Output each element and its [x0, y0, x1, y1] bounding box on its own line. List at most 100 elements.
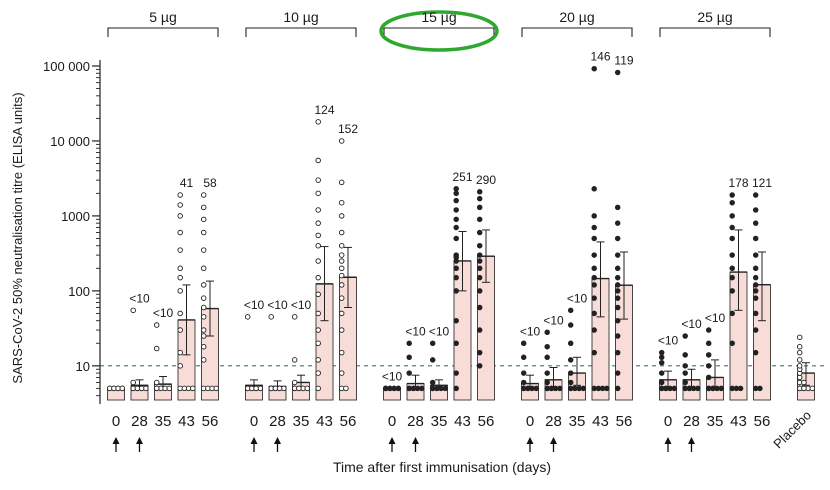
- data-point: [729, 265, 735, 272]
- data-point: [591, 252, 597, 258]
- x-tick-label: 56: [340, 413, 357, 430]
- data-point: [567, 322, 574, 328]
- value-label: <10: [658, 334, 679, 348]
- data-point: [268, 314, 274, 320]
- data-point: [338, 199, 345, 206]
- data-point: [796, 334, 803, 341]
- data-point: [801, 385, 807, 392]
- data-point: [200, 229, 207, 236]
- x-tick-label: 0: [250, 413, 258, 430]
- value-label: 41: [180, 176, 194, 190]
- data-point: [315, 177, 321, 183]
- data-point: [153, 322, 160, 328]
- data-point: [682, 333, 688, 339]
- data-point: [338, 229, 345, 236]
- data-point: [395, 385, 402, 392]
- x-tick-label: 28: [131, 413, 148, 430]
- value-label: <10: [405, 324, 426, 338]
- data-point: [315, 340, 321, 347]
- data-point: [177, 229, 183, 236]
- data-point: [200, 357, 207, 363]
- data-point: [796, 343, 803, 350]
- data-point: [291, 314, 298, 320]
- data-point: [729, 310, 735, 317]
- data-point: [682, 363, 688, 369]
- value-label: <10: [291, 298, 312, 312]
- data-point: [705, 352, 712, 358]
- data-point: [752, 310, 759, 317]
- value-label: <10: [267, 298, 288, 312]
- data-point: [544, 354, 550, 361]
- data-point: [453, 370, 459, 376]
- data-point: [591, 282, 597, 288]
- value-label: <10: [543, 313, 564, 327]
- data-point: [429, 379, 436, 386]
- data-point: [796, 349, 803, 356]
- data-point: [338, 282, 345, 288]
- data-point: [276, 385, 283, 392]
- x-tick-label: 28: [545, 413, 562, 430]
- data-point: [315, 190, 321, 197]
- data-point: [614, 265, 621, 272]
- data-point: [315, 310, 321, 317]
- dose-bracket: [245, 27, 357, 37]
- data-point: [567, 385, 574, 392]
- x-tick-label: Placebo: [770, 408, 814, 452]
- data-point: [304, 385, 311, 392]
- value-label: 290: [476, 173, 496, 187]
- data-point: [190, 385, 196, 392]
- data-point: [591, 349, 597, 356]
- data-point: [177, 202, 183, 208]
- x-tick-label: 43: [316, 413, 333, 430]
- data-point: [705, 340, 712, 347]
- x-tick-label: 28: [683, 413, 700, 430]
- data-point: [476, 288, 483, 294]
- data-point: [453, 385, 459, 392]
- data-point: [453, 235, 459, 242]
- data-point: [291, 357, 298, 363]
- data-point: [682, 352, 688, 358]
- data-point: [200, 265, 207, 272]
- data-point: [315, 370, 321, 376]
- dose-group-label: 20 µg: [559, 9, 594, 25]
- data-point: [567, 370, 574, 376]
- data-point: [382, 385, 389, 392]
- data-point: [338, 213, 345, 219]
- data-point: [729, 288, 735, 294]
- data-point: [429, 340, 436, 347]
- data-point: [520, 370, 527, 376]
- data-point: [671, 385, 678, 392]
- data-point: [604, 385, 610, 392]
- value-label: 119: [614, 53, 633, 67]
- data-point: [796, 357, 803, 363]
- data-point: [406, 354, 412, 361]
- booster-arrow-head: [112, 437, 120, 444]
- y-tick-label: 100 000: [43, 59, 90, 74]
- data-point: [166, 385, 173, 392]
- data-point: [410, 385, 417, 392]
- data-point: [476, 204, 483, 211]
- data-point: [580, 385, 587, 392]
- data-point: [200, 327, 207, 333]
- data-point: [752, 282, 759, 288]
- value-label: <10: [567, 291, 588, 305]
- data-point: [343, 385, 349, 392]
- data-point: [591, 65, 597, 72]
- booster-arrow-head: [550, 437, 557, 444]
- data-point: [213, 385, 220, 392]
- data-point: [801, 379, 807, 386]
- dose-group-label: 10 µg: [283, 9, 318, 25]
- data-point: [752, 207, 759, 213]
- data-point: [315, 357, 321, 363]
- data-point: [752, 288, 759, 294]
- data-point: [177, 265, 183, 272]
- data-point: [591, 235, 597, 242]
- data-point: [315, 207, 321, 213]
- data-point: [614, 288, 621, 294]
- data-point: [338, 179, 345, 186]
- data-point: [200, 304, 207, 311]
- data-point: [525, 385, 531, 392]
- value-label: 121: [752, 176, 772, 190]
- data-point: [244, 314, 251, 320]
